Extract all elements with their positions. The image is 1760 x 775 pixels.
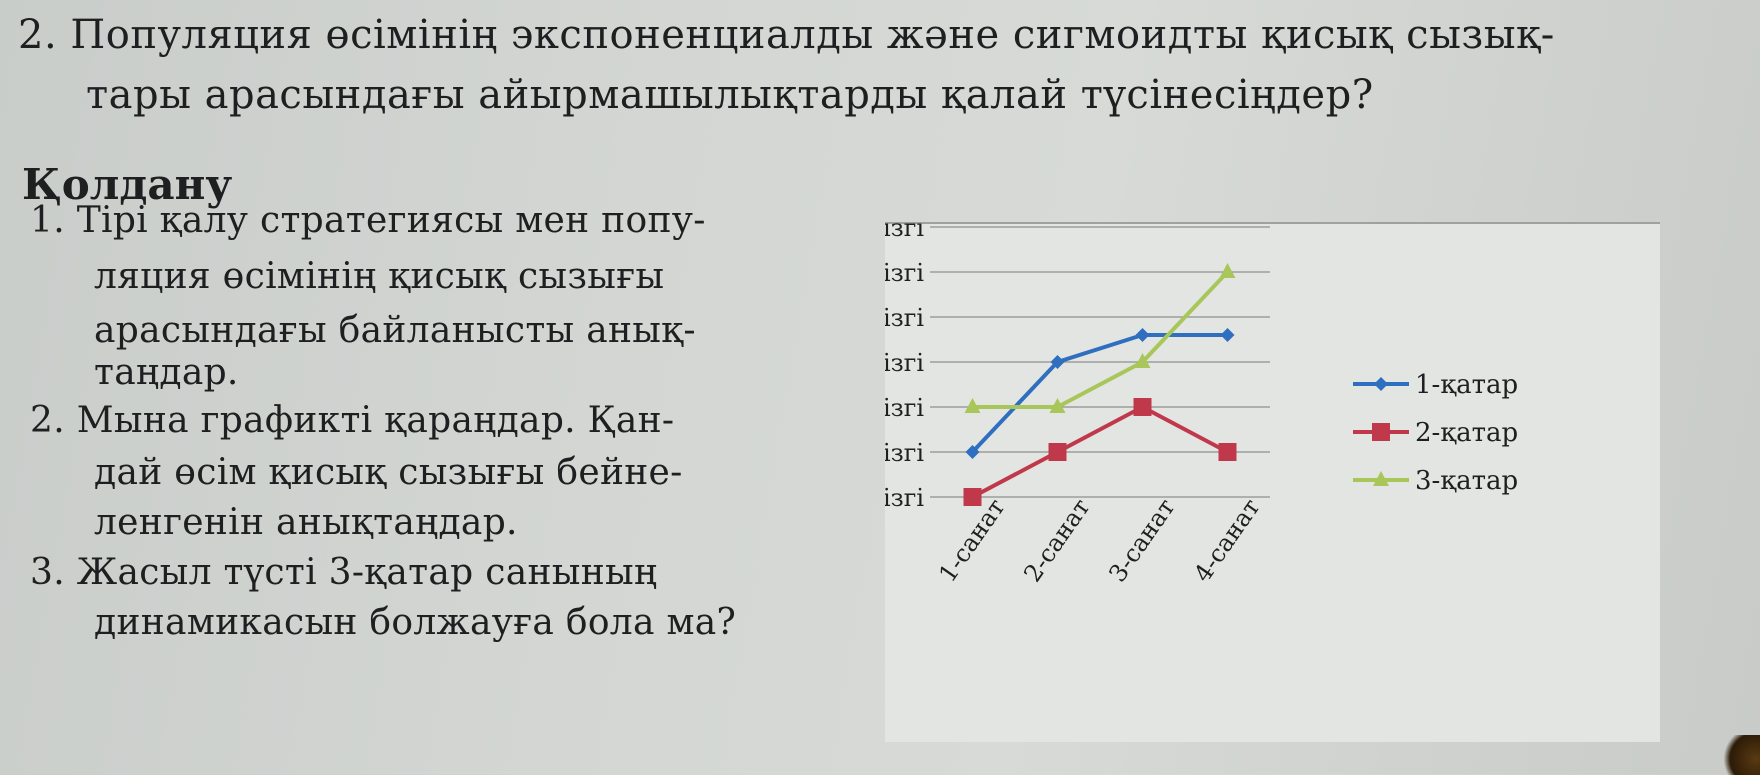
task-1: 1. Тірі қалу стратегиясы мен попу-	[30, 200, 706, 241]
data-point	[1048, 443, 1067, 461]
y-tick-label: Негізгі	[885, 222, 924, 242]
task-number: 1.	[30, 200, 65, 241]
chart-panel	[885, 222, 1660, 742]
task-line: динамикасын болжауға бола ма?	[94, 602, 737, 643]
data-point	[1218, 443, 1237, 461]
y-tick-label: Негізгі	[885, 259, 924, 287]
y-tick-label: Негізгі	[885, 439, 924, 467]
task-number: 3.	[30, 552, 65, 593]
data-point	[1133, 398, 1152, 416]
question-number: 2.	[18, 12, 58, 58]
data-point	[1049, 398, 1066, 413]
series-line-3	[972, 270, 1229, 409]
data-point	[1135, 328, 1150, 342]
section-title: Қолдану	[22, 160, 233, 209]
x-tick-label: 4-санат	[1188, 494, 1265, 588]
data-point	[1219, 263, 1236, 278]
legend-marker	[1374, 377, 1388, 391]
legend-label: 3-қатар	[1415, 466, 1518, 496]
legend-marker	[1373, 471, 1389, 486]
x-tick-label: 1-санат	[933, 494, 1010, 588]
data-point	[964, 398, 981, 413]
data-point	[965, 445, 980, 459]
series-line-1	[971, 333, 1228, 454]
task-line: Жасыл түсті 3-қатар санының	[76, 552, 658, 593]
x-tick-label: 2-санат	[1018, 494, 1095, 588]
task-line: ленгенін анықтаңдар.	[94, 502, 518, 543]
task-line: ляция өсімінің қисық сызығы	[94, 256, 665, 297]
data-point	[1050, 355, 1065, 369]
y-tick-label: Негізгі	[885, 484, 924, 512]
task-line: Тірі қалу стратегиясы мен попу-	[76, 200, 706, 241]
question-line-1: 2. Популяция өсімінің экспоненциалды жән…	[18, 12, 1555, 58]
task-2: 2. Мына графикті қараңдар. Қан-	[30, 400, 674, 441]
question-text-line-2: тары арасындағы айырмашылықтарды қалай т…	[86, 72, 1374, 118]
legend-marker	[1372, 423, 1390, 441]
data-point	[1134, 353, 1151, 368]
y-tick-label: Негізгі	[885, 394, 924, 422]
legend-label: 2-қатар	[1415, 418, 1518, 448]
task-line: дай өсім қисық сызығы бейне-	[94, 452, 683, 493]
line-chart: Негізгі Негізгі Негізгі Негізгі Негізгі Негіз…	[885, 222, 1518, 588]
task-line: Мына графикті қараңдар. Қан-	[76, 400, 675, 441]
task-3: 3. Жасыл түсті 3-қатар санының	[30, 552, 657, 593]
y-tick-label: Негізгі	[885, 304, 924, 332]
data-point	[963, 488, 982, 506]
legend-label: 1-қатар	[1415, 370, 1518, 400]
task-number: 2.	[30, 400, 65, 441]
series-line-2	[971, 404, 1229, 499]
question-text-line-1: Популяция өсімінің экспоненциалды және с…	[70, 12, 1555, 58]
data-point	[1220, 328, 1235, 342]
task-line: таңдар.	[94, 352, 239, 393]
task-line: арасындағы байланысты анық-	[94, 310, 696, 351]
y-tick-label: Негізгі	[885, 349, 924, 377]
page-shadow	[1720, 735, 1760, 775]
x-tick-label: 3-санат	[1103, 494, 1180, 588]
